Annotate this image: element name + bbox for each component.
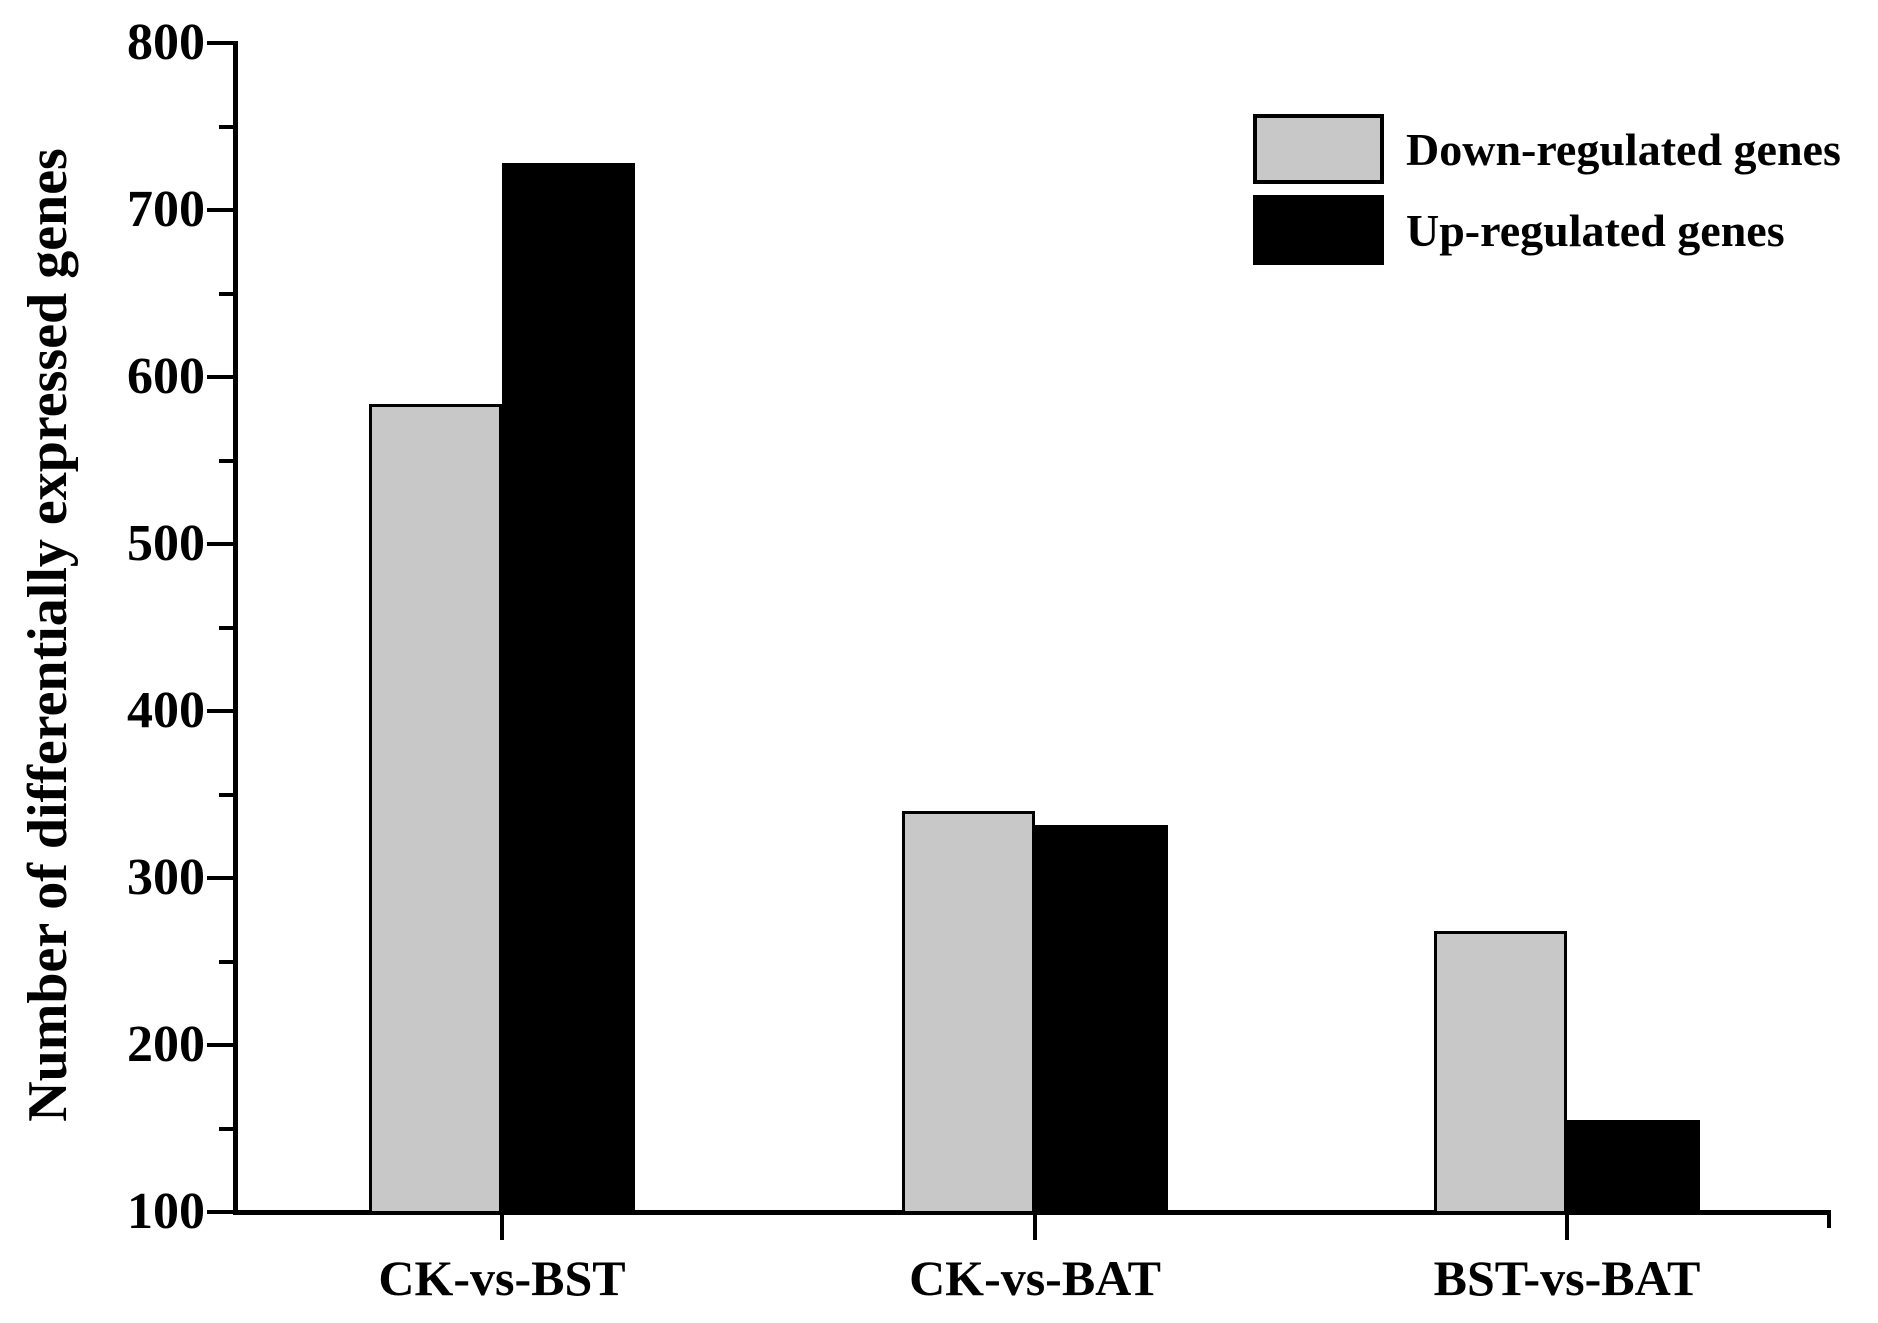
y-tick-label: 300 — [127, 849, 205, 906]
y-tick-label: 100 — [127, 1183, 205, 1240]
x-tick-label: BST-vs-BAT — [1433, 1250, 1701, 1306]
y-major-tick — [207, 709, 233, 713]
x-tick-label: CK-vs-BST — [378, 1250, 626, 1306]
y-tick-label: 200 — [127, 1016, 205, 1073]
y-tick-label: 500 — [127, 515, 205, 572]
y-minor-tick — [219, 124, 233, 129]
bar — [902, 811, 1035, 1214]
legend-swatch-up-regulated — [1253, 195, 1384, 265]
y-major-tick — [207, 1210, 233, 1214]
legend-item-up-regulated: Up-regulated genes — [1253, 195, 1841, 265]
y-minor-tick — [219, 291, 233, 296]
y-tick-label: 700 — [127, 181, 205, 238]
y-major-tick — [207, 41, 233, 45]
y-major-tick — [207, 1043, 233, 1047]
y-major-tick — [207, 208, 233, 212]
y-tick-label: 400 — [127, 682, 205, 739]
legend: Down-regulated genes Up-regulated genes — [1253, 114, 1841, 265]
legend-swatch-down-regulated — [1253, 114, 1384, 184]
y-major-tick — [207, 542, 233, 546]
bar — [1035, 824, 1168, 1214]
x-tick — [1565, 1214, 1569, 1240]
bar — [1434, 931, 1567, 1214]
y-major-tick — [207, 375, 233, 379]
y-major-tick — [207, 876, 233, 880]
y-minor-tick — [219, 625, 233, 630]
y-tick-label: 600 — [127, 348, 205, 405]
legend-label-up-regulated: Up-regulated genes — [1406, 204, 1785, 256]
x-tick — [1033, 1214, 1037, 1240]
bar — [369, 403, 502, 1214]
y-minor-tick — [219, 959, 233, 964]
bar — [1567, 1120, 1700, 1214]
y-tick-label: 800 — [127, 14, 205, 71]
bar — [502, 163, 635, 1214]
legend-label-down-regulated: Down-regulated genes — [1406, 123, 1841, 175]
x-axis-end-tick — [1827, 1210, 1831, 1228]
y-minor-tick — [219, 1126, 233, 1131]
y-minor-tick — [219, 792, 233, 797]
x-tick — [500, 1214, 504, 1240]
legend-item-down-regulated: Down-regulated genes — [1253, 114, 1841, 184]
y-minor-tick — [219, 458, 233, 463]
y-axis-line — [233, 41, 238, 1215]
x-tick-label: CK-vs-BAT — [909, 1250, 1161, 1306]
